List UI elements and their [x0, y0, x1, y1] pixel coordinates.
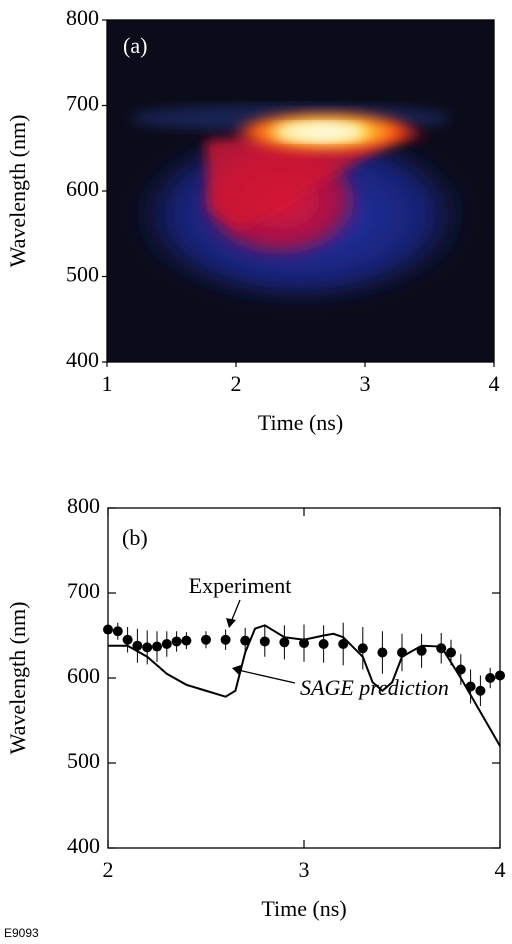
- plot-frame: [106, 19, 495, 363]
- x-axis-label: Time (ns): [258, 410, 343, 435]
- streak-image: [107, 20, 494, 362]
- data-point: [455, 664, 466, 675]
- plot-frame: [107, 507, 501, 849]
- y-axis-label: Wavelength (nm): [5, 602, 30, 755]
- prediction-line: [108, 624, 501, 747]
- y-tick-label: 800: [66, 5, 99, 30]
- annotation: SAGE prediction: [300, 675, 449, 700]
- data-point: [446, 647, 456, 658]
- x-tick-label: 4: [489, 371, 500, 396]
- data-point: [112, 626, 123, 637]
- y-tick-label: 400: [66, 347, 99, 372]
- annotation: Experiment: [189, 573, 292, 598]
- y-tick-label: 500: [67, 748, 100, 773]
- panel-label: (a): [123, 33, 147, 58]
- x-tick-label: 2: [231, 371, 242, 396]
- y-tick-label: 500: [66, 262, 99, 287]
- figure-id: E9093: [4, 926, 39, 940]
- y-tick-label: 700: [67, 578, 100, 603]
- data-point: [181, 635, 192, 646]
- x-axis-label: Time (ns): [261, 896, 346, 921]
- data-point: [259, 636, 270, 647]
- x-tick-label: 3: [360, 371, 371, 396]
- data-point: [142, 642, 153, 653]
- data-point: [357, 643, 368, 654]
- data-point: [122, 634, 133, 645]
- data-point: [152, 641, 162, 652]
- data-point: [161, 639, 172, 649]
- y-tick-label: 700: [66, 91, 99, 116]
- arrow-head: [226, 618, 236, 628]
- data-point: [201, 634, 211, 645]
- data-point: [279, 637, 290, 648]
- data-point: [171, 636, 182, 647]
- annotation-arrow: [230, 599, 241, 623]
- data-point: [318, 639, 329, 649]
- x-tick-label: 3: [299, 857, 310, 882]
- x-tick-label: 4: [495, 857, 506, 882]
- panel-label: (b): [122, 525, 148, 550]
- data-point: [416, 645, 427, 656]
- data-point: [220, 634, 231, 645]
- data-point: [132, 640, 143, 651]
- x-tick-label: 2: [103, 857, 114, 882]
- x-tick-label: 1: [102, 371, 113, 396]
- data-point: [338, 639, 349, 649]
- y-axis-label: Wavelength (nm): [5, 115, 30, 268]
- data-point: [299, 638, 309, 649]
- data-point: [485, 673, 496, 683]
- data-point: [475, 685, 486, 696]
- y-tick-label: 400: [67, 833, 100, 858]
- annotation-arrow: [237, 669, 296, 684]
- y-tick-label: 800: [67, 493, 100, 518]
- data-point: [240, 635, 251, 646]
- y-tick-label: 600: [66, 176, 99, 201]
- data-point: [377, 647, 388, 658]
- y-tick-label: 600: [67, 663, 100, 688]
- arrow-head: [232, 665, 241, 675]
